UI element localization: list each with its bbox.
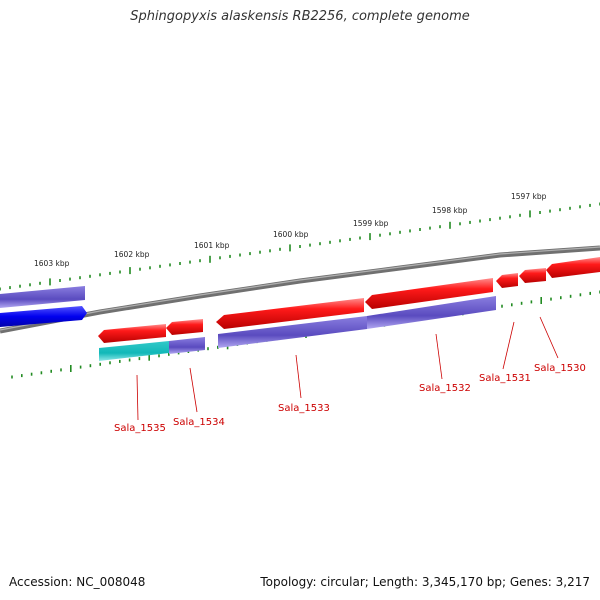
map-title: Sphingopyxis alaskensis RB2256, complete… [130, 9, 470, 24]
gene-label-sala-1530: Sala_1530 [534, 363, 586, 374]
genome-stats-label: Topology: circular; Length: 3,345,170 bp… [260, 575, 590, 589]
scale-label-1603: 1603 kbp [34, 259, 70, 268]
scale-label-1602: 1602 kbp [114, 250, 150, 259]
scale-label-1601: 1601 kbp [194, 241, 230, 250]
scale-label-1600: 1600 kbp [273, 230, 309, 239]
forward-cds-sala-1533 [216, 298, 364, 329]
leader-sala-1532 [435, 333, 443, 380]
gene-label-sala-1532: Sala_1532 [419, 383, 471, 394]
gene-label-sala-1535: Sala_1535 [114, 423, 166, 434]
scale-label-1599: 1599 kbp [353, 219, 389, 228]
gene-label-sala-1534: Sala_1534 [173, 417, 225, 428]
forward-cds-right-edge [546, 257, 600, 278]
cyan-feature-sala-1535 [99, 341, 169, 361]
forward-cds-sala-1535 [98, 324, 166, 343]
gene-label-sala-1531: Sala_1531 [479, 373, 531, 384]
leader-sala-1530 [539, 316, 559, 359]
leader-sala-1531 [502, 321, 515, 370]
scale-label-1597: 1597 kbp [511, 192, 547, 201]
leader-sala-1535 [136, 374, 139, 421]
leader-sala-1533 [295, 354, 302, 399]
genome-backbone-highlight [0, 246, 600, 331]
reverse-cds-left-edge [0, 286, 85, 308]
scale-label-1598: 1598 kbp [432, 206, 468, 215]
reverse-cds-sala-1533 [218, 316, 367, 348]
accession-label: Accession: NC_008048 [9, 575, 146, 589]
forward-cds-sala-1534 [166, 319, 203, 335]
blue-feature-left-edge [0, 306, 87, 327]
forward-cds-sala-1532 [365, 278, 493, 309]
forward-cds-sala-1531 [496, 273, 518, 288]
reverse-cds-sala-1534 [169, 337, 205, 354]
gene-label-sala-1533: Sala_1533 [278, 403, 330, 414]
outer-scale-ticks [0, 202, 600, 291]
reverse-cds-sala-1532 [367, 296, 496, 329]
forward-cds-sala-1530 [519, 268, 546, 283]
leader-sala-1534 [189, 367, 198, 413]
genome-backbone [0, 245, 600, 334]
